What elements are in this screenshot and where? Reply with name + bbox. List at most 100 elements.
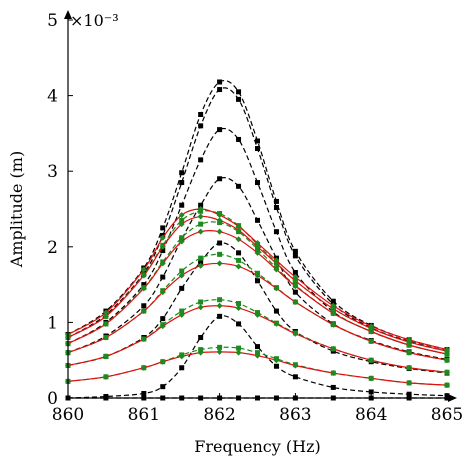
data-point xyxy=(197,304,204,311)
data-point xyxy=(197,206,204,212)
data-point xyxy=(159,323,166,330)
data-point xyxy=(254,249,261,256)
data-point xyxy=(159,243,166,250)
data-point xyxy=(217,297,223,303)
y-tick-label: 5 xyxy=(47,11,58,31)
data-point xyxy=(236,89,242,95)
data-point xyxy=(102,334,109,341)
x-axis-arrow-icon xyxy=(448,394,457,402)
data-point xyxy=(141,303,147,309)
data-point xyxy=(198,157,204,163)
data-point xyxy=(255,138,260,144)
data-point xyxy=(159,260,166,267)
data-point xyxy=(330,302,337,309)
data-point xyxy=(406,349,413,356)
data-point xyxy=(292,289,298,295)
data-point xyxy=(273,257,280,264)
y-tick-label: 0 xyxy=(47,389,58,409)
data-point xyxy=(197,349,204,356)
data-point xyxy=(444,357,450,364)
data-point xyxy=(198,112,204,117)
data-point xyxy=(216,302,223,309)
data-point xyxy=(198,123,204,129)
data-point xyxy=(236,257,242,263)
data-point xyxy=(160,248,166,254)
data-point xyxy=(235,223,242,230)
data-point xyxy=(236,250,242,256)
data-point xyxy=(159,289,166,296)
data-point xyxy=(406,364,413,371)
data-point xyxy=(292,330,299,337)
data-point xyxy=(179,308,185,314)
data-point xyxy=(179,268,185,274)
data-point xyxy=(273,266,280,273)
data-point xyxy=(236,96,242,102)
data-point xyxy=(160,274,166,280)
data-point xyxy=(292,270,298,276)
x-tick-label: 861 xyxy=(128,405,160,425)
data-point xyxy=(292,277,299,284)
data-point xyxy=(255,180,260,186)
data-point xyxy=(330,384,336,390)
data-point xyxy=(236,321,242,327)
series-line xyxy=(67,79,448,351)
data-point xyxy=(292,248,298,254)
data-point xyxy=(444,351,450,358)
data-point xyxy=(178,311,185,318)
data-point xyxy=(330,370,337,377)
data-point xyxy=(217,79,223,85)
data-point xyxy=(292,362,299,369)
x-ticks: 860 861 862 863 864 865 xyxy=(52,393,463,425)
data-point xyxy=(406,336,413,343)
x-tick-label: 865 xyxy=(431,405,463,425)
data-point xyxy=(273,229,279,235)
data-point xyxy=(368,357,375,364)
x-tick-label: 862 xyxy=(203,405,235,425)
data-point xyxy=(159,234,166,241)
plot-area xyxy=(65,79,450,401)
y-tick-label: 4 xyxy=(47,87,58,107)
series-line xyxy=(67,215,448,352)
data-point xyxy=(273,363,279,369)
data-point xyxy=(216,348,223,355)
data-point xyxy=(102,320,109,327)
data-point xyxy=(179,170,185,176)
x-tick-label: 864 xyxy=(355,405,387,425)
data-point xyxy=(273,198,279,204)
data-point xyxy=(102,313,109,320)
data-point xyxy=(160,225,166,231)
data-point xyxy=(179,217,185,223)
y-tick-label: 1 xyxy=(47,313,58,333)
data-point xyxy=(160,316,166,322)
data-point xyxy=(198,299,204,305)
data-point xyxy=(254,240,261,247)
data-point xyxy=(198,259,204,265)
y-ticks: 0 1 2 3 4 5 xyxy=(47,11,73,409)
data-point xyxy=(197,213,204,220)
data-point xyxy=(235,305,242,312)
series-line xyxy=(67,177,448,361)
data-point xyxy=(103,393,109,399)
data-point xyxy=(330,310,337,317)
data-point xyxy=(236,345,242,351)
data-point xyxy=(102,353,109,360)
data-point xyxy=(178,272,185,279)
data-point xyxy=(179,365,185,371)
data-point xyxy=(292,253,298,259)
data-point xyxy=(292,298,299,305)
data-point xyxy=(255,278,260,284)
data-point xyxy=(198,335,204,341)
data-point xyxy=(179,235,185,241)
data-point xyxy=(198,255,204,261)
data-point xyxy=(141,282,147,288)
data-point xyxy=(273,320,280,327)
data-point xyxy=(140,336,147,343)
data-point xyxy=(216,212,223,219)
data-point xyxy=(102,373,109,380)
data-point xyxy=(178,212,185,219)
series-layer xyxy=(65,79,450,401)
data-point xyxy=(197,262,204,269)
data-point xyxy=(255,350,260,356)
y-tick-label: 2 xyxy=(47,238,58,258)
